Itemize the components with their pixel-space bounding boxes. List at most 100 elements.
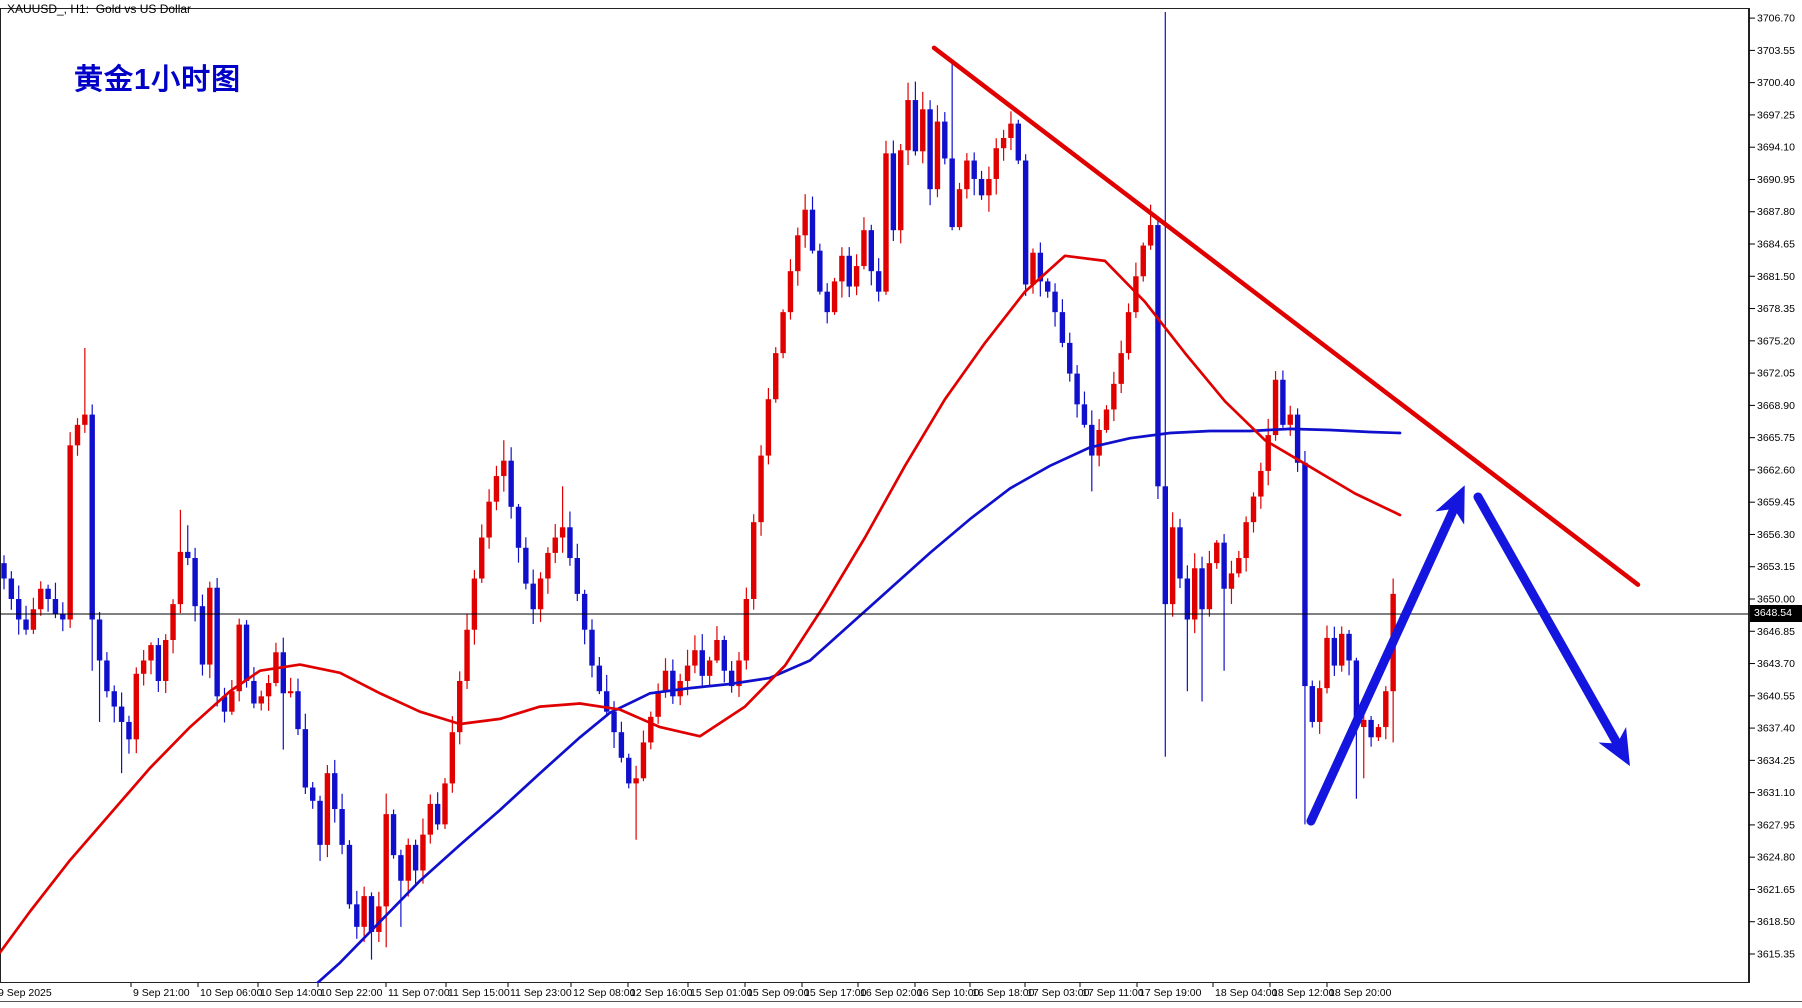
candle-body: [1155, 225, 1161, 487]
candle-body: [74, 424, 81, 446]
candle-body: [8, 578, 15, 599]
candle-body: [684, 665, 691, 681]
candle-body: [155, 645, 162, 681]
time-tick-label: 15 Sep 09:00: [747, 987, 810, 999]
candle-body: [501, 460, 507, 477]
candle-body: [317, 800, 323, 845]
candle-body: [596, 665, 603, 692]
candle-body: [736, 660, 742, 687]
candle-body: [1169, 527, 1176, 605]
candle-body: [434, 803, 441, 825]
price-tick-label: 3684.65: [1757, 239, 1795, 251]
candle-body: [787, 271, 794, 313]
current-price-badge: 3648.54: [1750, 605, 1802, 622]
time-tick-label: 17 Sep 19:00: [1139, 987, 1202, 999]
price-tick-label: 3615.35: [1757, 948, 1795, 960]
candle-body: [545, 552, 551, 579]
candle-body: [52, 599, 59, 615]
descending-trendline[interactable]: [931, 45, 1641, 587]
candle-body: [1199, 568, 1205, 610]
plot-frame-rect: [0, 8, 1749, 983]
candle-body: [883, 153, 889, 292]
candle-body: [111, 691, 117, 707]
time-tick-label: 18 Sep 04:00: [1215, 987, 1278, 999]
candle-body: [82, 414, 88, 425]
price-tick-label: 3662.60: [1757, 464, 1795, 476]
candle-body: [728, 670, 735, 687]
candle-body: [464, 629, 470, 681]
candle-body: [692, 650, 698, 666]
candle-body: [16, 599, 22, 620]
candle-body: [795, 235, 801, 272]
candle-body: [332, 773, 338, 810]
candle-body: [1081, 404, 1088, 425]
candle-body: [1059, 312, 1066, 343]
candle-body: [655, 691, 661, 717]
price-tick-label: 3681.50: [1757, 271, 1795, 283]
time-tick-label: 12 Sep 08:00: [573, 987, 636, 999]
candle-body: [912, 100, 919, 152]
time-tick-label: 18 Sep 12:00: [1272, 987, 1335, 999]
candle-body: [1067, 342, 1073, 374]
candle-body: [1089, 424, 1095, 456]
candle-body: [251, 680, 257, 704]
candle-body: [1192, 568, 1198, 620]
candle-body: [258, 696, 264, 704]
candle-body: [295, 691, 301, 730]
trendline: [931, 45, 1641, 587]
time-tick-label: 16 Sep 02:00: [860, 987, 923, 999]
price-tick-label: 3643.70: [1757, 658, 1795, 670]
candle-body: [905, 100, 911, 151]
time-tick-label: 9 Sep 21:00: [133, 987, 190, 999]
candle-body: [1228, 573, 1235, 589]
plot-border: [0, 8, 1749, 983]
candle-body: [412, 844, 419, 871]
candle-body: [743, 599, 750, 661]
price-tick-label: 3646.85: [1757, 626, 1795, 638]
candle-body: [383, 814, 389, 907]
candle-body: [427, 803, 433, 835]
time-tick-label: 16 Sep 10:00: [917, 987, 980, 999]
candle-body: [949, 158, 955, 228]
price-tick-label: 3650.00: [1757, 594, 1795, 606]
candle-body: [177, 551, 184, 605]
price-tick-label: 3703.55: [1757, 45, 1795, 57]
price-tick-label: 3659.45: [1757, 497, 1795, 509]
time-tick-label: 12 Sep 16:00: [630, 987, 693, 999]
candle-body: [1243, 522, 1249, 559]
candle-body: [449, 732, 456, 784]
candle-body: [537, 578, 544, 610]
candle-body: [420, 834, 426, 871]
price-tick-label: 3618.50: [1757, 916, 1795, 928]
candle-body: [1375, 727, 1382, 738]
candle-body: [1000, 137, 1007, 149]
time-tick-label: 15 Sep 01:00: [690, 987, 753, 999]
candle-body: [1015, 123, 1021, 161]
candle-body: [236, 624, 242, 692]
candle-body: [589, 629, 595, 666]
price-tick-label: 3621.65: [1757, 884, 1795, 896]
candle-body: [515, 506, 522, 548]
candle-body: [118, 706, 125, 722]
candle-body: [898, 150, 904, 231]
candle-body: [1096, 429, 1102, 456]
candle-body: [185, 551, 191, 559]
candle-body: [1118, 353, 1124, 384]
candle-body: [670, 670, 676, 697]
candle-body: [1280, 379, 1286, 425]
slow-ma-path: [315, 427, 1402, 983]
candle-body: [30, 609, 37, 630]
candle-body: [559, 527, 566, 538]
price-tick-label: 3668.90: [1757, 400, 1795, 412]
projection-arrows[interactable]: [1306, 485, 1630, 826]
price-axis[interactable]: 3706.70 3703.55 3700.40 3697.25 3694.10 3690.…: [1749, 8, 1795, 983]
candle-body: [398, 855, 404, 881]
price-tick-label: 3700.40: [1757, 77, 1795, 89]
candle-body: [875, 271, 882, 292]
candle-body: [1162, 486, 1168, 605]
candle-body: [1309, 686, 1315, 722]
candle-body: [457, 680, 463, 733]
